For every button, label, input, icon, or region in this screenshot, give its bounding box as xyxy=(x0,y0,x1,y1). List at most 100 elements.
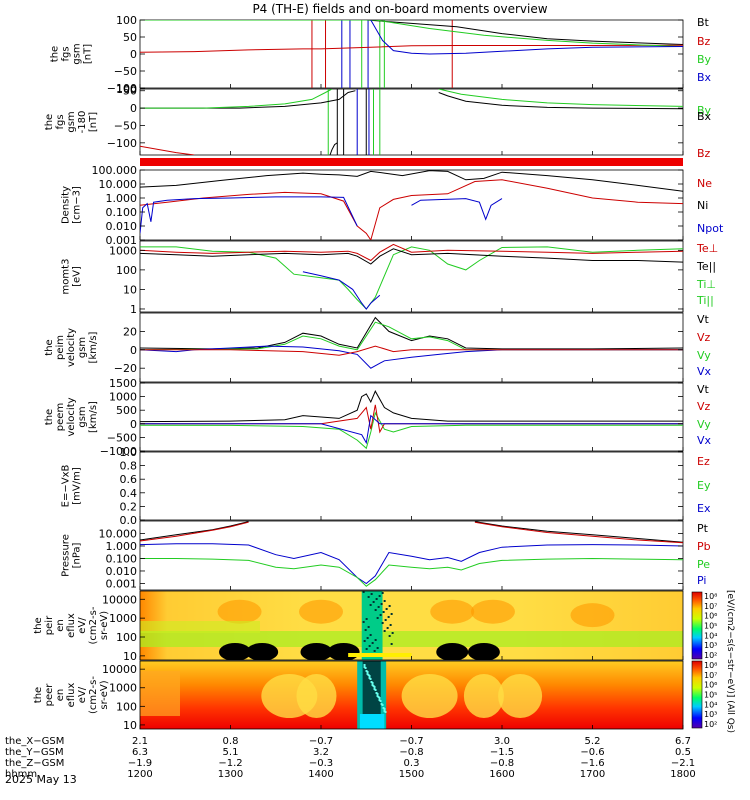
y-tick-label: 100 xyxy=(116,631,137,644)
legend-vx: Vx xyxy=(697,365,712,378)
low-flux-blob xyxy=(300,643,333,660)
colorbar-tick-label: 10⁶ xyxy=(704,681,717,690)
noise-dot xyxy=(391,632,394,634)
y-tick-label: 100 xyxy=(116,83,137,96)
legend-te||: Te|| xyxy=(696,260,716,273)
noise-dot xyxy=(365,618,368,620)
y-label-line: gsm xyxy=(66,111,77,132)
series-ni xyxy=(140,170,683,192)
series-bx3 xyxy=(329,142,338,155)
y-axis-label: the peir en eflux eV/(cm2-s-sr-eV) xyxy=(33,606,110,644)
noise-dot xyxy=(362,621,365,623)
series-pt xyxy=(140,521,249,541)
series-bx2 xyxy=(438,92,683,110)
y-label-line: the xyxy=(33,687,44,703)
series-vx xyxy=(140,414,683,445)
series-ti xyxy=(140,246,683,310)
panel-frame xyxy=(139,312,684,383)
colorbar-ion-scale xyxy=(691,591,703,660)
y-tick-label: 0 xyxy=(130,418,137,431)
x-row-value: 1400 xyxy=(308,769,333,780)
series-vt xyxy=(140,316,683,350)
y-label-line: sr-eV) xyxy=(99,611,110,640)
y-tick-label: 1 xyxy=(130,303,137,316)
flux-blob xyxy=(296,674,337,718)
panel-frame xyxy=(139,451,684,521)
noise-dot xyxy=(362,591,365,593)
legend-ez: Ez xyxy=(697,455,710,468)
y-label-line: velocity xyxy=(66,328,77,367)
legend-pb: Pb xyxy=(697,540,711,553)
y-tick-label: 1500 xyxy=(109,377,137,390)
noise-dot xyxy=(373,688,376,690)
y-tick-label: 0 xyxy=(130,48,137,61)
legend-bz: Bz xyxy=(697,35,711,48)
y-label-line: [nPa] xyxy=(72,542,83,568)
legend-vt: Vt xyxy=(697,383,710,396)
x-row-value: −2.1 xyxy=(671,758,695,769)
y-tick-label: 0.100 xyxy=(106,552,138,565)
flux-blob xyxy=(570,603,615,628)
series-npot2 xyxy=(411,198,503,221)
y-label-line: Density xyxy=(61,186,72,224)
noise-dot xyxy=(380,703,383,705)
y-label-line: E=−VxB xyxy=(61,465,72,508)
y-label-line: eV/ xyxy=(77,617,88,634)
noise-dot xyxy=(368,645,371,647)
series-bz xyxy=(140,44,683,53)
y-label-line: Pressure xyxy=(61,534,72,577)
y-label-line: velocity xyxy=(66,397,77,436)
noise-dot xyxy=(367,596,370,598)
panel-frame xyxy=(139,520,684,591)
noise-dot xyxy=(378,595,381,597)
colorbar-tick-label: 10³ xyxy=(704,641,717,650)
y-tick-label: 0.2 xyxy=(120,500,138,513)
y-label-line: the xyxy=(50,46,61,62)
y-label-line: [km/s] xyxy=(88,331,99,363)
noise-dot xyxy=(387,616,390,618)
plot-area xyxy=(140,20,683,88)
colorbar-tick-label: 10² xyxy=(704,651,717,660)
figure-title: P4 (TH-E) fields and on-board moments ov… xyxy=(252,2,547,16)
y-tick-label: 1000 xyxy=(109,391,137,404)
legend-ti⊥: Ti⊥ xyxy=(696,278,716,291)
series-by xyxy=(140,89,333,109)
y-label-line: (cm2-s- xyxy=(88,606,99,644)
y-label-line: [mV/m] xyxy=(72,467,83,505)
y-tick-label: 0.001 xyxy=(106,234,138,247)
x-row-value: 3.0 xyxy=(494,736,510,747)
y-tick-label: −1000 xyxy=(100,445,137,458)
y-axis-label: momt3 [eV] xyxy=(61,259,83,295)
series-vi xyxy=(302,271,381,310)
y-tick-label: 100 xyxy=(116,700,137,713)
x-row-value: 3.2 xyxy=(313,747,329,758)
x-row-value: 5.2 xyxy=(585,736,601,747)
legend-vz: Vz xyxy=(697,331,711,344)
low-flux-blob xyxy=(436,643,469,660)
colorbar-tick-label: 10⁴ xyxy=(704,700,717,709)
spectrogram-plot xyxy=(140,661,543,729)
noise-dot xyxy=(365,670,368,672)
noise-dot xyxy=(385,608,388,610)
series-vt xyxy=(140,390,683,423)
series-by xyxy=(140,20,683,47)
x-row-value: −0.7 xyxy=(309,736,333,747)
noise-dot xyxy=(388,635,391,637)
colorbar-tick-label: 10⁷ xyxy=(704,671,717,680)
x-row-value: 1600 xyxy=(489,769,514,780)
series-pi xyxy=(140,543,683,585)
plot-area xyxy=(140,89,683,155)
y-tick-label: 0.6 xyxy=(120,473,138,486)
y-tick-label: 0.001 xyxy=(106,577,138,590)
noise-dot xyxy=(375,598,378,600)
noise-dot xyxy=(373,650,376,652)
legend-vx: Vx xyxy=(697,434,712,447)
low-energy-band xyxy=(140,631,683,647)
x-row-value: −0.7 xyxy=(399,736,423,747)
noise-dot xyxy=(378,699,381,701)
flux-blob xyxy=(463,674,504,718)
noise-dot xyxy=(376,695,379,697)
colorbar-tick-label: 10² xyxy=(704,720,717,729)
